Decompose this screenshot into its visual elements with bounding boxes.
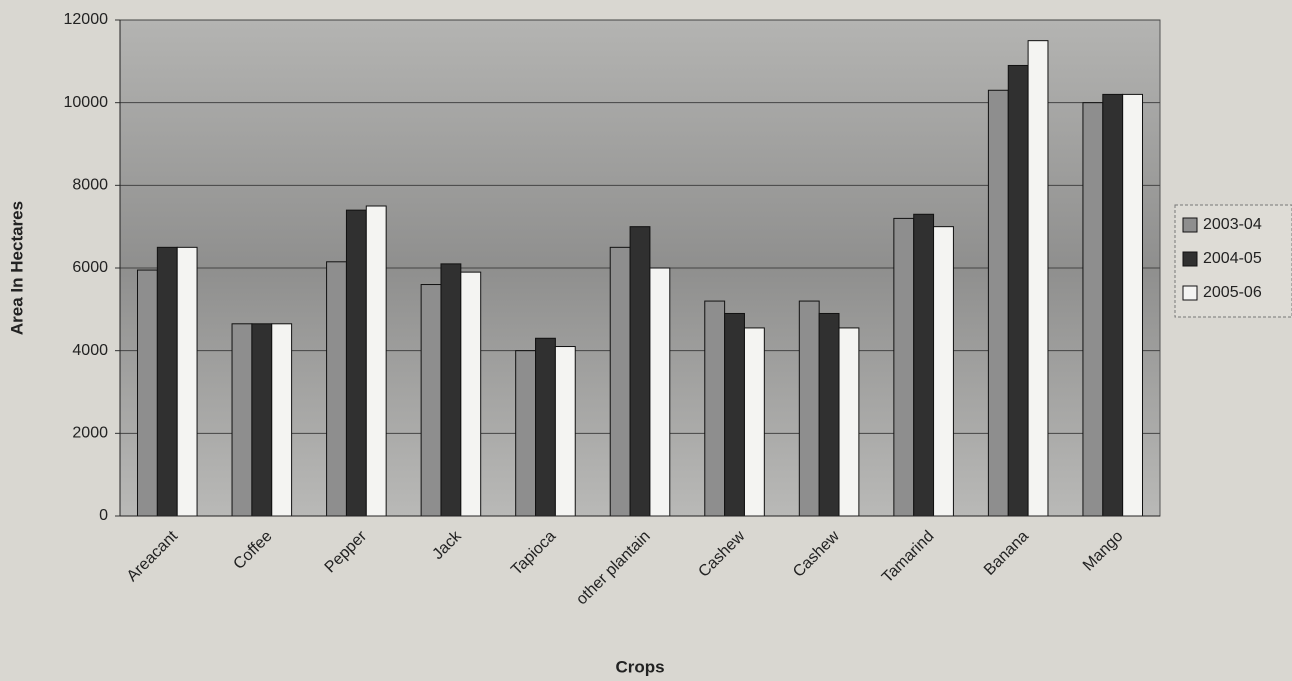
- bar: [156, 246, 178, 517]
- bar: [554, 346, 576, 517]
- bar: [704, 300, 726, 517]
- y-tick-label: 12000: [64, 11, 109, 28]
- bar: [987, 89, 1009, 517]
- y-tick-label: 10000: [64, 94, 109, 111]
- y-tick-label: 6000: [72, 259, 108, 276]
- bar: [365, 205, 387, 517]
- bar: [1007, 64, 1029, 517]
- bar: [893, 217, 915, 517]
- legend-swatch: [1182, 251, 1198, 267]
- legend-swatch: [1182, 217, 1198, 233]
- bar: [345, 209, 367, 517]
- legend-label: 2005-06: [1203, 284, 1262, 301]
- bar: [251, 323, 273, 517]
- bar: [1082, 102, 1104, 517]
- bar: [818, 312, 840, 517]
- y-tick-label: 0: [99, 507, 108, 524]
- y-tick-label: 2000: [72, 425, 108, 442]
- bar: [1027, 40, 1049, 517]
- bar: [798, 300, 820, 517]
- legend-label: 2003-04: [1203, 216, 1262, 233]
- bar: [649, 267, 671, 517]
- bar: [743, 327, 765, 517]
- bar: [838, 327, 860, 517]
- bar: [515, 350, 537, 517]
- y-axis-label: Area In Hectares: [7, 201, 26, 335]
- bar: [1122, 93, 1144, 517]
- y-tick-label: 8000: [72, 177, 108, 194]
- bar: [1102, 93, 1124, 517]
- bar: [420, 284, 442, 517]
- bar: [629, 226, 651, 517]
- bar: [326, 261, 347, 517]
- bar: [933, 226, 954, 517]
- bar: [271, 323, 293, 517]
- bar: [535, 337, 556, 517]
- bar: [609, 246, 631, 517]
- bar: [231, 323, 253, 517]
- bar: [136, 269, 158, 517]
- bar: [176, 246, 198, 517]
- legend-swatch: [1182, 285, 1198, 301]
- x-axis-label: Crops: [615, 657, 664, 676]
- bar: [440, 263, 462, 517]
- bar: [913, 213, 935, 517]
- legend-label: 2004-05: [1203, 250, 1262, 267]
- bar: [724, 312, 745, 517]
- y-tick-label: 4000: [72, 342, 108, 359]
- bar: [460, 271, 482, 517]
